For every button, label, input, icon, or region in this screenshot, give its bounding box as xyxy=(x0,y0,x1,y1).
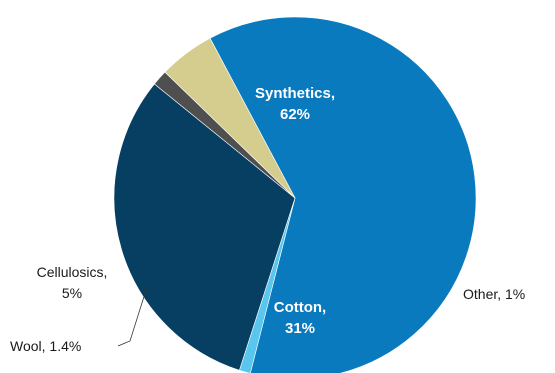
pie-slice-synthetics xyxy=(209,16,477,373)
pie-slice-cotton xyxy=(113,83,296,371)
slice-label-cotton: Cotton, 31% xyxy=(274,299,326,337)
slice-label-cellulosics: Cellulosics, 5% xyxy=(37,264,108,301)
pie-labels: Synthetics, 62% Other, 1% Cotton, 31% Wool, 1… xyxy=(10,85,525,354)
leader-line-wool xyxy=(117,286,148,347)
slice-label-other: Other, 1% xyxy=(463,286,525,302)
slice-label-wool: Wool, 1.4% xyxy=(10,338,81,354)
pie-slices xyxy=(113,16,477,373)
pie-slice-cellulosics xyxy=(164,37,296,199)
slice-label-synthetics: Synthetics, 62% xyxy=(255,85,335,123)
